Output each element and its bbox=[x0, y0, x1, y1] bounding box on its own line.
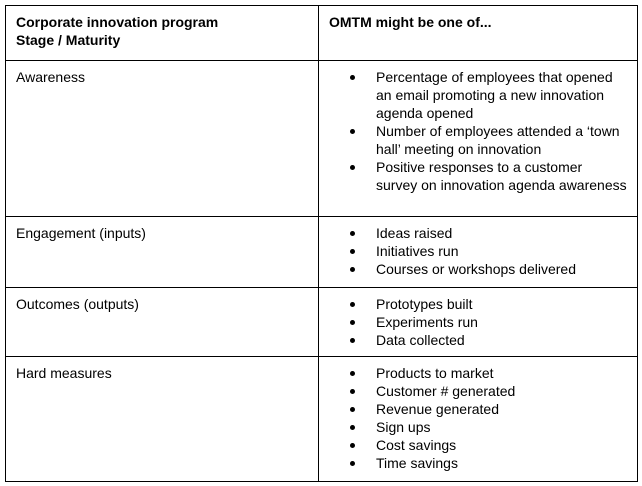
bullet-list: Prototypes built Experiments run Data coll… bbox=[329, 295, 627, 349]
bullet-item: Courses or workshops delivered bbox=[350, 260, 627, 278]
bullet-item: Ideas raised bbox=[350, 224, 627, 242]
bullet-item: Initiatives run bbox=[350, 242, 627, 260]
header-cell: OMTM might be one of... bbox=[318, 5, 638, 61]
header-text: Corporate innovation program bbox=[16, 14, 219, 30]
stage-text: Outcomes (outputs) bbox=[16, 296, 139, 312]
stage-cell: Hard measures bbox=[5, 356, 319, 482]
bullet-list: Percentage of employees that opened an e… bbox=[329, 68, 627, 194]
stage-cell: Awareness bbox=[5, 60, 319, 217]
stage-text: Awareness bbox=[16, 69, 86, 85]
omtm-cell: Ideas raised Initiatives run Courses or wo… bbox=[318, 216, 638, 288]
stage-text: Hard measures bbox=[16, 365, 112, 381]
stage-text: Engagement (inputs) bbox=[16, 225, 146, 241]
table-row: Outcomes (outputs) Prototypes built Experi… bbox=[5, 287, 638, 357]
table-body: Awareness Percentage of employees that op… bbox=[5, 60, 638, 482]
bullet-list: Products to market Customer # generated Re… bbox=[329, 364, 627, 472]
bullet-item: Products to market bbox=[350, 364, 627, 382]
stage-cell: Outcomes (outputs) bbox=[5, 287, 319, 357]
bullet-item: Revenue generated bbox=[350, 400, 627, 418]
bullet-item: Sign ups bbox=[350, 418, 627, 436]
bullet-item: Time savings bbox=[350, 454, 627, 472]
omtm-cell: Prototypes built Experiments run Data coll… bbox=[318, 287, 638, 357]
omtm-cell: Percentage of employees that opened an e… bbox=[318, 60, 638, 217]
bullet-item: Cost savings bbox=[350, 436, 627, 454]
table-row: Hard measures Products to market Customer … bbox=[5, 356, 638, 482]
bullet-item: Number of employees attended a ‘town hal… bbox=[350, 122, 627, 158]
bullet-item: Percentage of employees that opened an e… bbox=[350, 68, 627, 122]
table-row: Engagement (inputs) Ideas raised Initiativ… bbox=[5, 216, 638, 288]
bullet-item: Customer # generated bbox=[350, 382, 627, 400]
header-text: Stage / Maturity bbox=[16, 32, 121, 48]
header-text: OMTM might be one of... bbox=[329, 14, 492, 30]
bullet-item: Experiments run bbox=[350, 313, 627, 331]
stage-cell: Engagement (inputs) bbox=[5, 216, 319, 288]
bullet-item: Positive responses to a customer survey … bbox=[350, 159, 627, 193]
header-cell: Corporate innovation program Stage / Mat… bbox=[5, 5, 319, 61]
header-row: Corporate innovation program Stage / Mat… bbox=[5, 5, 638, 61]
omtm-table: Corporate innovation program Stage / Mat… bbox=[5, 5, 638, 482]
bullet-list: Ideas raised Initiatives run Courses or wo… bbox=[329, 224, 627, 278]
bullet-item: Prototypes built bbox=[350, 295, 627, 313]
omtm-cell: Products to market Customer # generated Re… bbox=[318, 356, 638, 482]
bullet-item: Data collected bbox=[350, 331, 627, 349]
table-row: Awareness Percentage of employees that op… bbox=[5, 60, 638, 217]
